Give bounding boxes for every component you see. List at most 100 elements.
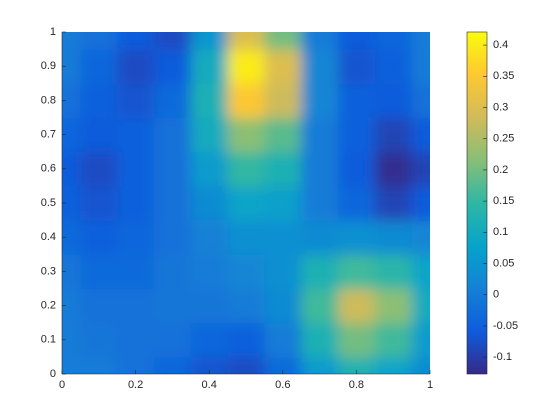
- heatmap-cell: [227, 254, 265, 289]
- colorbar: [466, 31, 488, 375]
- heatmap-cell: [154, 32, 192, 50]
- heatmap-cell: [301, 83, 339, 118]
- heatmap-cell: [264, 117, 302, 153]
- heatmap-cell: [301, 49, 339, 84]
- heatmap-cell: [154, 185, 192, 221]
- heatmap-cell: [117, 322, 155, 358]
- heatmap-cell: [301, 254, 339, 289]
- heatmap-cell: [117, 185, 155, 221]
- heatmap-cell: [190, 220, 229, 255]
- y-tick-label: 0.9: [41, 60, 56, 72]
- colorbar-tick-label: 0.4: [493, 39, 508, 51]
- colorbar-tick-label: 0: [493, 289, 499, 301]
- heatmap-cell: [338, 356, 376, 374]
- heatmap-cell: [338, 254, 376, 289]
- heatmap-cell: [117, 151, 155, 187]
- heatmap-cell: [117, 49, 155, 84]
- heatmap-cell: [411, 83, 430, 118]
- heatmap-cell: [374, 49, 413, 84]
- heatmap-cell: [264, 83, 302, 118]
- plot-area: [62, 32, 430, 374]
- heatmap-cell: [154, 254, 192, 289]
- heatmap-cell: [80, 117, 118, 153]
- heatmap-cell: [301, 220, 339, 255]
- colorbar-tick-label: -0.05: [493, 320, 518, 332]
- heatmap-cell: [374, 356, 413, 374]
- heatmap-cell: [190, 117, 229, 153]
- heatmap-cell: [227, 117, 265, 153]
- heatmap-cell: [338, 49, 376, 84]
- heatmap-cell: [117, 254, 155, 289]
- x-tick-label: 0.4: [202, 379, 217, 391]
- heatmap-cell: [301, 185, 339, 221]
- heatmap-cell: [227, 151, 265, 187]
- x-tick-label: 1: [427, 379, 433, 391]
- heatmap-cell: [62, 288, 81, 324]
- heatmap-cell: [301, 288, 339, 324]
- heatmap-cell: [190, 288, 229, 324]
- heatmap-cell: [190, 49, 229, 84]
- heatmap-cell: [338, 151, 376, 187]
- heatmap-cell: [154, 356, 192, 374]
- heatmap-cell: [338, 322, 376, 358]
- heatmap-cell: [264, 49, 302, 84]
- heatmap-cell: [227, 288, 265, 324]
- heatmap-cell: [190, 32, 229, 50]
- heatmap-cell: [301, 322, 339, 358]
- heatmap-cell: [227, 185, 265, 221]
- heatmap-cell: [411, 32, 430, 50]
- heatmap-cell: [80, 220, 118, 255]
- heatmap-cell: [374, 151, 413, 187]
- heatmap-cell: [190, 83, 229, 118]
- y-tick-label: 0.4: [41, 231, 56, 243]
- heatmap-cell: [154, 220, 192, 255]
- y-tick-label: 0.2: [41, 300, 56, 312]
- heatmap-cell: [338, 32, 376, 50]
- heatmap-cell: [80, 32, 118, 50]
- heatmap-cell: [301, 32, 339, 50]
- heatmap-cell: [338, 83, 376, 118]
- heatmap-cell: [80, 83, 118, 118]
- heatmap-cell: [411, 356, 430, 374]
- x-tick-label: 0.2: [128, 379, 143, 391]
- heatmap-cell: [154, 288, 192, 324]
- heatmap-cell: [411, 220, 430, 255]
- heatmap-cell: [227, 322, 265, 358]
- heatmap-cell: [411, 49, 430, 84]
- heatmap-cell: [264, 288, 302, 324]
- colorbar-tick-label: 0.35: [493, 70, 514, 82]
- heatmap-cell: [264, 32, 302, 50]
- heatmap-cell: [411, 117, 430, 153]
- heatmap-cell: [411, 151, 430, 187]
- heatmap-cell: [264, 356, 302, 374]
- heatmap-cell: [264, 322, 302, 358]
- y-tick-label: 0.8: [41, 94, 56, 106]
- heatmap-cell: [190, 151, 229, 187]
- heatmap-cell: [301, 151, 339, 187]
- heatmap-cell: [374, 254, 413, 289]
- heatmap-cell: [264, 220, 302, 255]
- heatmap-cell: [338, 117, 376, 153]
- colorbar-tick-label: 0.1: [493, 226, 508, 238]
- heatmap-cell: [190, 356, 229, 374]
- heatmap-cell: [227, 83, 265, 118]
- heatmap-cell: [301, 117, 339, 153]
- heatmap-cell: [411, 288, 430, 324]
- heatmap-cell: [117, 220, 155, 255]
- heatmap-cell: [374, 83, 413, 118]
- heatmap-cell: [411, 185, 430, 221]
- heatmap-cell: [62, 356, 81, 374]
- heatmap-cell: [62, 220, 81, 255]
- heatmap-cell: [264, 151, 302, 187]
- y-tick-label: 1: [50, 26, 56, 38]
- heatmap-cell: [154, 117, 192, 153]
- heatmap-cells: [62, 32, 430, 374]
- heatmap-cell: [264, 185, 302, 221]
- y-tick-label: 0.3: [41, 265, 56, 277]
- heatmap-cell: [154, 49, 192, 84]
- heatmap-cell: [227, 32, 265, 50]
- heatmap-cell: [62, 151, 81, 187]
- heatmap-cell: [411, 322, 430, 358]
- heatmap-cell: [80, 322, 118, 358]
- x-tick-label: 0.6: [275, 379, 290, 391]
